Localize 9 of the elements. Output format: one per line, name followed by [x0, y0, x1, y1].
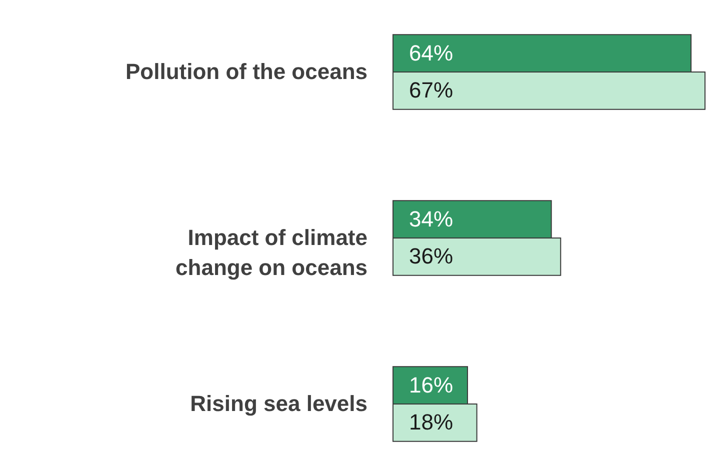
data-label: 67% — [409, 78, 454, 103]
data-label: 36% — [409, 244, 454, 269]
y-tick-label: Impact of climate change on oceans — [176, 225, 368, 280]
y-tick-label: Pollution of the oceans — [125, 58, 368, 84]
data-label: 34% — [409, 206, 454, 232]
data-label: 16% — [409, 372, 454, 398]
data-label: 18% — [409, 410, 454, 435]
y-tick-label: Rising sea levels — [190, 391, 368, 416]
data-label: 64% — [409, 40, 454, 66]
